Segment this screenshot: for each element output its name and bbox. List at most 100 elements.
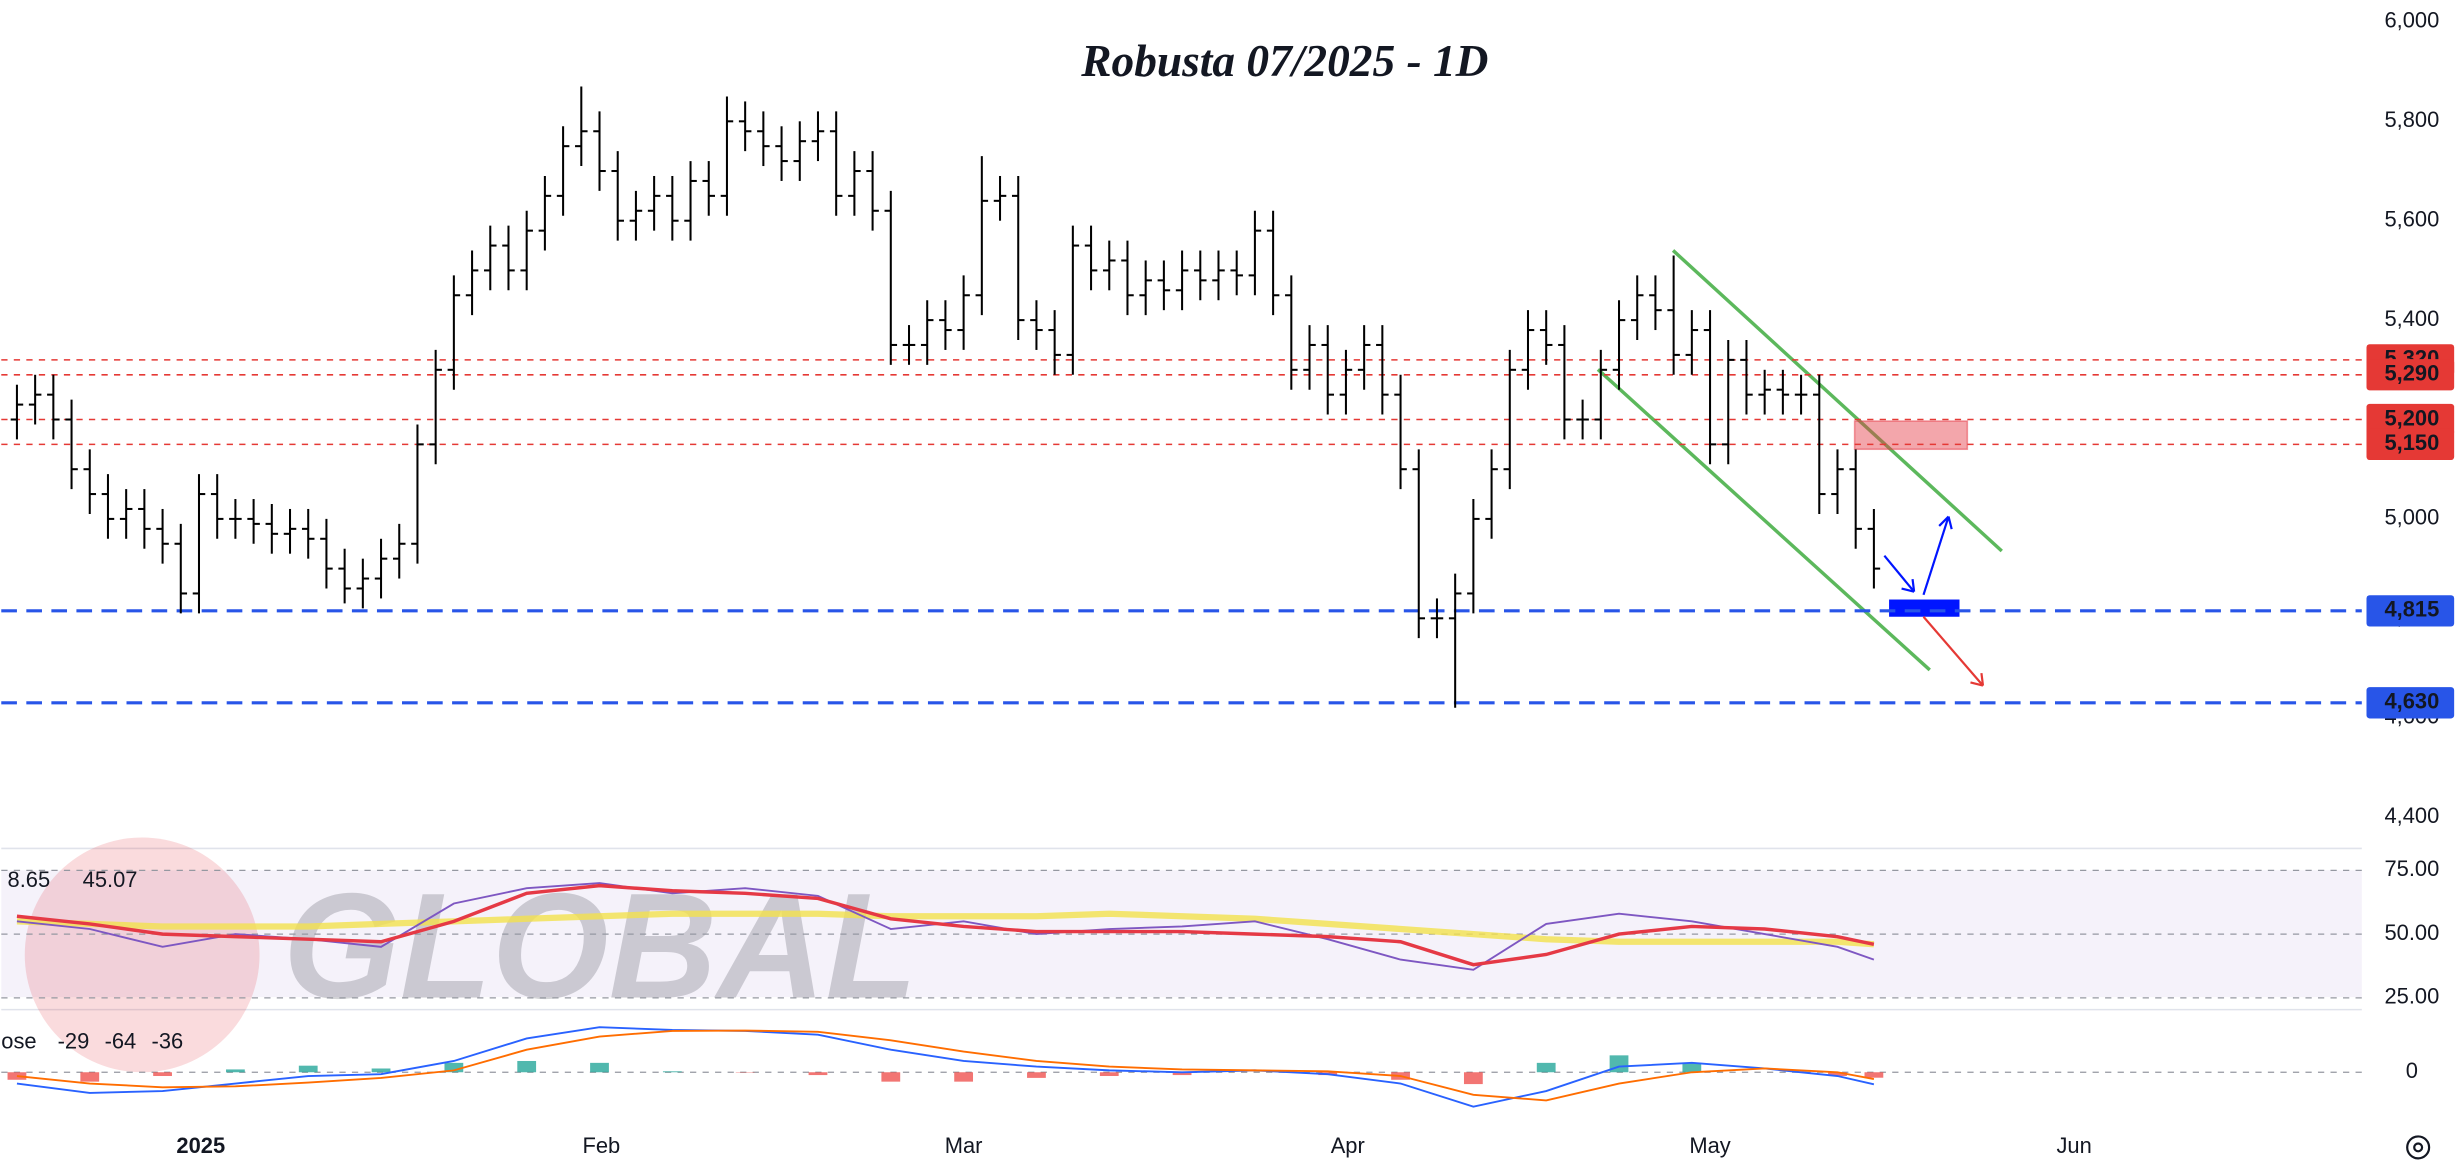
legend-value: -64 [105,1028,137,1053]
macd-line [16,1029,1875,1102]
price-bar [1139,260,1152,316]
price-bar [1539,310,1553,365]
histogram-bar [808,1072,828,1076]
price-bar [829,111,843,216]
y-tick-label: 5,600 [2384,206,2439,231]
histogram-bar [954,1072,974,1082]
histogram-bar [444,1062,464,1073]
price-bar [1412,449,1426,639]
price-bar [575,86,588,167]
price-bar [957,275,970,350]
level-label: 5,200 [2384,405,2439,430]
price-bar [647,175,661,231]
price-bar [1576,399,1589,440]
settings-icon[interactable] [2406,1135,2431,1160]
y-tick-label: 50.00 [2384,920,2439,945]
price-bar [392,523,406,579]
price-bar [156,508,169,564]
watermark-logo: GLOBAL [24,837,917,1073]
y-tick-label: 5,000 [2384,505,2439,530]
price-bar [1612,300,1626,390]
price-bar [1248,210,1262,296]
price-bar [1011,175,1025,340]
level-label: 4,630 [2384,689,2439,714]
price-bar [902,325,916,365]
y-tick-label: 5,800 [2384,107,2439,132]
x-tick-label: Mar [945,1133,983,1158]
price-bar [1357,325,1371,390]
price-bar [28,374,42,425]
histogram-bar [371,1068,391,1073]
histogram-bar [153,1072,172,1077]
price-bar [775,126,788,181]
price-bar [1303,325,1316,390]
price-bar [10,384,24,440]
histogram-bar [1027,1072,1046,1078]
histogram-bar [1536,1062,1556,1073]
price-bar [1084,225,1098,291]
price-bar [101,474,115,539]
y-tick-label: 6,000 [2384,8,2439,33]
histogram-bar [662,1071,682,1073]
legend-value: 8.65 [8,867,51,892]
histogram-bar [298,1065,318,1073]
arrows [1883,515,1985,687]
price-bar [757,111,770,167]
legend-value: 45.07 [83,867,138,892]
level-badge [2366,595,2455,627]
price-bar [1758,369,1771,415]
price-bar [192,474,206,614]
y-tick-label: 75.00 [2384,856,2439,881]
price-bar [1667,255,1680,375]
price-bar [320,518,333,589]
price-bar [1740,339,1753,415]
price-bar [1266,210,1280,316]
price-bar [993,175,1007,221]
price-bar [1212,250,1225,301]
price-bar [1048,310,1061,375]
macd-line [16,1026,1875,1108]
chart-title: Robusta 07/2025 - 1D [1080,36,1488,86]
price-bar [83,449,97,514]
price-bar [738,101,752,152]
price-bar [629,190,643,241]
histogram-bar [590,1062,609,1073]
price-bar [1339,349,1353,415]
price-bar [265,503,279,554]
price-bar [1430,598,1444,639]
level-label: 5,290 [2384,361,2439,386]
price-bar [684,161,697,241]
histogram-bar [80,1072,100,1082]
price-bar [1485,449,1498,539]
price-bar [1649,275,1662,331]
level-badge [2366,359,2455,391]
price-bar [47,374,60,440]
y-tick-label: 0 [2406,1058,2418,1083]
price-bar [1448,573,1462,708]
price-bar [1558,325,1571,440]
histogram-bar [226,1069,245,1073]
price-bar [1867,508,1881,589]
legend-value: -29 [58,1028,90,1053]
price-bar [283,508,297,554]
y-tick-label: 4,400 [2384,803,2439,828]
y-tick-label: 25.00 [2384,984,2439,1009]
price-bar [1849,449,1862,549]
histogram-bar [1682,1062,1702,1073]
channel [1596,249,2003,672]
price-bar [338,548,351,604]
histogram-bar [881,1072,901,1082]
legend-value: ose [1,1028,36,1053]
price-bar [975,156,989,316]
price-bar [465,250,479,316]
legend-value: -36 [152,1028,184,1053]
price-bar [1467,499,1480,614]
y-tick-label: 5,400 [2384,306,2439,331]
price-bar [447,275,461,390]
price-bar [1685,310,1699,375]
price-bar [1394,374,1407,490]
price-bar [1503,349,1517,490]
price-bar [556,126,570,216]
price-bar [411,424,424,564]
